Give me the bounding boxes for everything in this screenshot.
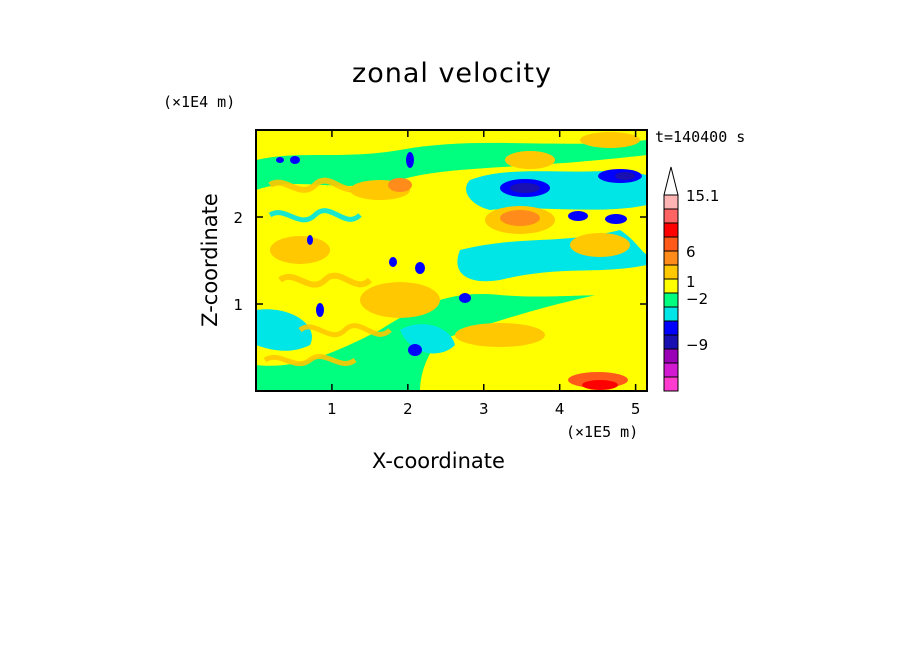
contour-orange <box>360 282 440 318</box>
colorbar-label: −9 <box>686 336 708 354</box>
contour-red <box>582 380 618 390</box>
velocity-field <box>256 130 647 391</box>
contour-blue <box>605 214 627 224</box>
contour-orange <box>570 233 630 257</box>
contour-blue <box>316 303 324 317</box>
colorbar-max-arrow <box>663 166 679 196</box>
colorbar-swatch <box>663 306 679 322</box>
plot-frame <box>255 129 648 392</box>
contour-blue <box>290 156 300 164</box>
contour-yellow <box>256 130 647 160</box>
colorbar-label: 1 <box>686 273 696 291</box>
contour-orange <box>580 132 640 148</box>
contour-blue <box>276 157 284 163</box>
contour-red <box>388 178 412 192</box>
contour-cyan <box>466 170 647 210</box>
contour-red <box>500 210 540 226</box>
colorbar-swatch <box>663 278 679 294</box>
colorbar-label: 6 <box>686 243 696 261</box>
y-tick-label: 1 <box>233 296 243 314</box>
contour-orange <box>505 151 555 169</box>
time-label: t=140400 s <box>655 128 746 146</box>
contour-orange <box>270 236 330 264</box>
colorbar-label: −2 <box>686 290 708 308</box>
contour-blue <box>408 344 422 356</box>
colorbar-swatch <box>663 320 679 336</box>
x-axis-ticks: 1 2 3 4 5 <box>327 130 640 418</box>
colorbar-label: 15.1 <box>686 187 719 205</box>
contour-blue <box>459 293 471 303</box>
colorbar-swatch <box>663 362 679 378</box>
contour-blue <box>406 152 414 168</box>
x-tick-label: 1 <box>327 400 337 418</box>
colorbar-swatch <box>663 208 679 224</box>
x-tick-label: 2 <box>403 400 413 418</box>
wave-pattern <box>263 177 392 367</box>
contour-cyan <box>256 309 312 351</box>
contour-blue <box>415 262 425 274</box>
x-axis-title: X-coordinate <box>372 449 505 473</box>
chart-title: zonal velocity <box>352 58 552 89</box>
x-tick-label: 4 <box>555 400 565 418</box>
colorbar-swatch <box>663 194 679 210</box>
colorbar-swatch <box>663 264 679 280</box>
y-unit-label: (×1E4 m) <box>163 93 236 111</box>
y-tick-label: 2 <box>233 209 243 227</box>
contour-blue <box>389 257 397 267</box>
contour-blue <box>510 183 540 193</box>
contour-blue <box>568 211 588 221</box>
contour-orange <box>455 323 545 347</box>
colorbar-swatch <box>663 348 679 364</box>
x-tick-label: 3 <box>479 400 489 418</box>
colorbar-swatch <box>663 376 679 392</box>
colorbar-swatch <box>663 292 679 308</box>
x-unit-label: (×1E5 m) <box>566 423 639 441</box>
contour-blue <box>307 235 313 245</box>
colorbar-swatch <box>663 222 679 238</box>
y-axis-ticks: 12 <box>233 209 647 314</box>
colorbar: 15.1 6 1−2 −9 <box>663 166 719 392</box>
colorbar-swatch <box>663 250 679 266</box>
contour-blue <box>615 172 635 180</box>
x-tick-label: 5 <box>631 400 641 418</box>
colorbar-swatch <box>663 236 679 252</box>
colorbar-swatch <box>663 334 679 350</box>
